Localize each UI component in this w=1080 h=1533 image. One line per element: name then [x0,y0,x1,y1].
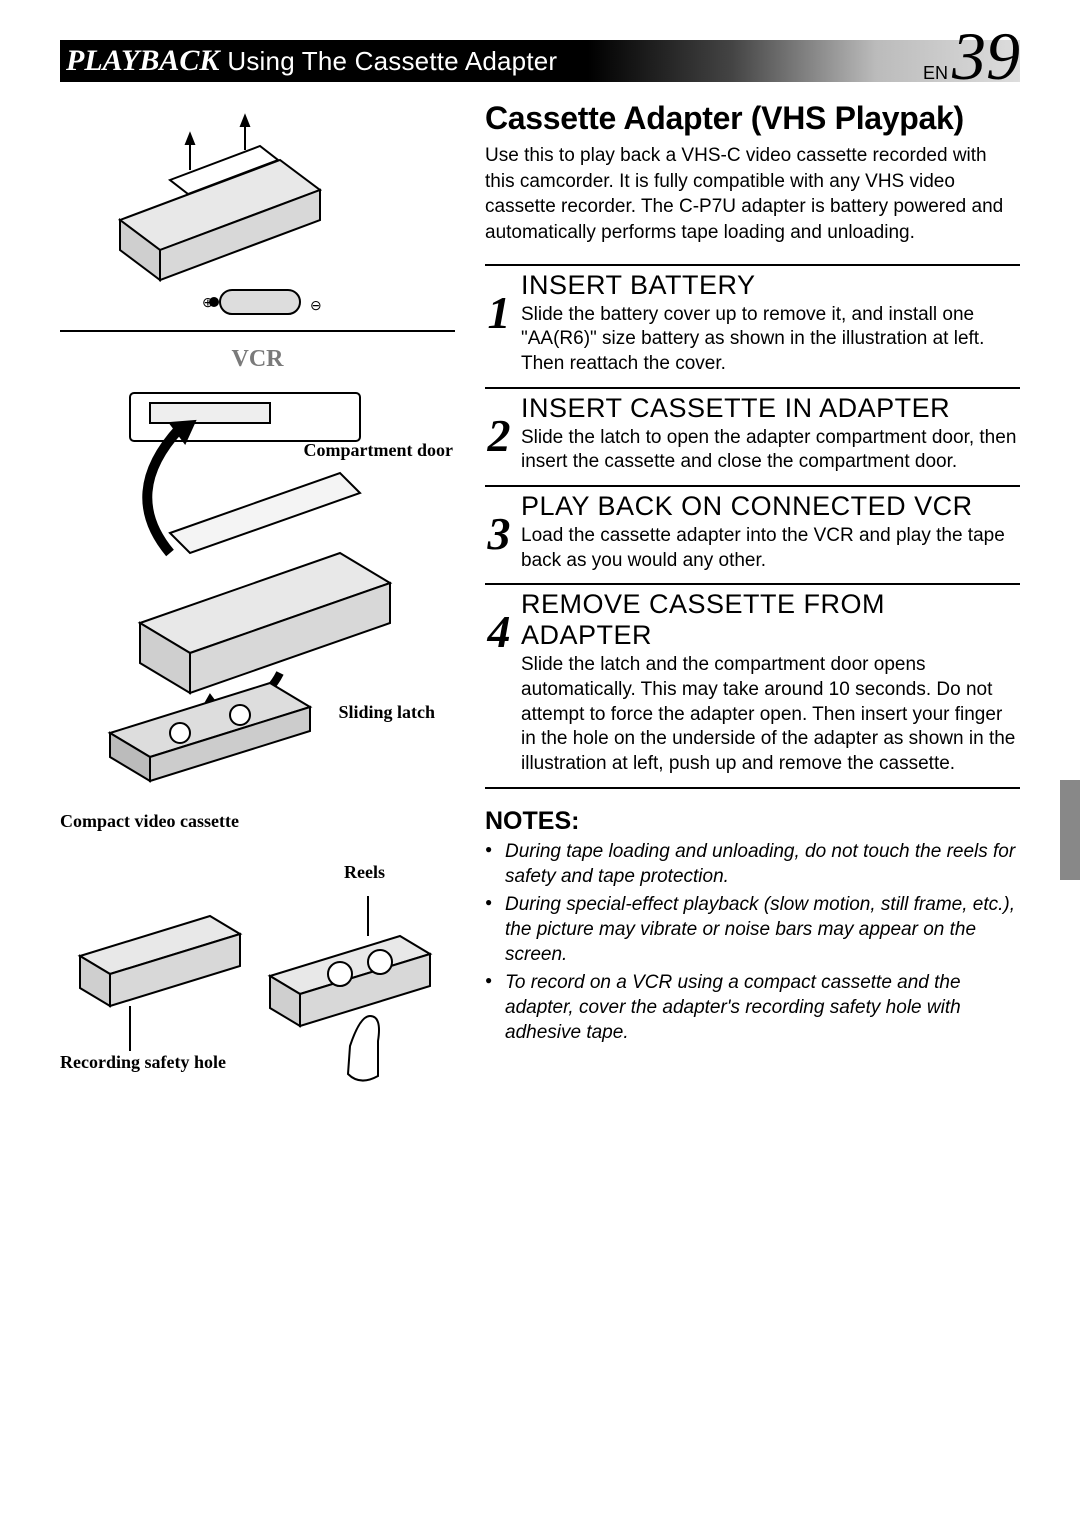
step-3: 3 PLAY BACK ON CONNECTED VCR Load the ca… [485,485,1020,573]
step-1-title: INSERT BATTERY [485,270,1020,301]
step-3-number: 3 [481,511,517,557]
step-1-body: Slide the battery cover up to remove it,… [485,303,1020,377]
side-index-tab [1060,780,1080,880]
header-section: PLAYBACK [60,44,219,78]
label-safety-hole: Recording safety hole [60,1052,226,1073]
battery-illustration-icon: ⊕ ⊖ [60,100,360,320]
notes-list: During tape loading and unloading, do no… [485,840,1020,1046]
step-2: 2 INSERT CASSETTE IN ADAPTER Slide the l… [485,387,1020,475]
label-compact-cassette: Compact video cassette [60,811,239,832]
figure-reels-safety: Reels Recording safety hole [60,866,455,1126]
step-2-number: 2 [481,413,517,459]
section-intro: Use this to play back a VHS-C video cass… [485,143,1020,246]
step-3-body: Load the cassette adapter into the VCR a… [485,524,1020,573]
adapter-illustration-icon [60,373,440,803]
step-2-title: INSERT CASSETTE IN ADAPTER [485,393,1020,424]
figure-battery-insert: ⊕ ⊖ [60,100,455,330]
label-compartment-door: Compartment door [304,440,453,461]
step-4-body: Slide the latch and the compartment door… [485,653,1020,776]
figure-adapter-load: VCR [60,330,455,826]
vcr-label: VCR [232,346,284,372]
text-column: Cassette Adapter (VHS Playpak) Use this … [455,100,1020,1126]
step-4-number: 4 [481,609,517,655]
step-1: 1 INSERT BATTERY Slide the battery cover… [485,264,1020,377]
svg-text:⊖: ⊖ [310,297,322,313]
step-3-title: PLAY BACK ON CONNECTED VCR [485,491,1020,522]
header-subtitle: Using The Cassette Adapter [227,46,557,77]
page-number-block: EN 39 [923,22,1020,90]
page-lang-code: EN [923,63,948,84]
label-sliding-latch: Sliding latch [338,702,435,723]
note-item: During tape loading and unloading, do no… [485,840,1020,889]
section-title: Cassette Adapter (VHS Playpak) [485,100,1020,137]
page-header-bar: PLAYBACK Using The Cassette Adapter EN 3… [60,40,1020,82]
label-reels: Reels [344,862,385,883]
step-4: 4 REMOVE CASSETTE FROM ADAPTER Slide the… [485,583,1020,776]
svg-text:⊕: ⊕ [202,294,214,310]
step-1-number: 1 [481,290,517,336]
step-4-title: REMOVE CASSETTE FROM ADAPTER [485,589,1020,651]
note-item: To record on a VCR using a compact casse… [485,971,1020,1045]
step-2-body: Slide the latch to open the adapter comp… [485,426,1020,475]
illustration-column: ⊕ ⊖ VCR [60,100,455,1126]
note-item: During special-effect playback (slow mot… [485,893,1020,967]
notes-heading: NOTES: [485,807,1020,836]
steps-end-rule [485,787,1020,789]
page-number: 39 [952,22,1020,90]
